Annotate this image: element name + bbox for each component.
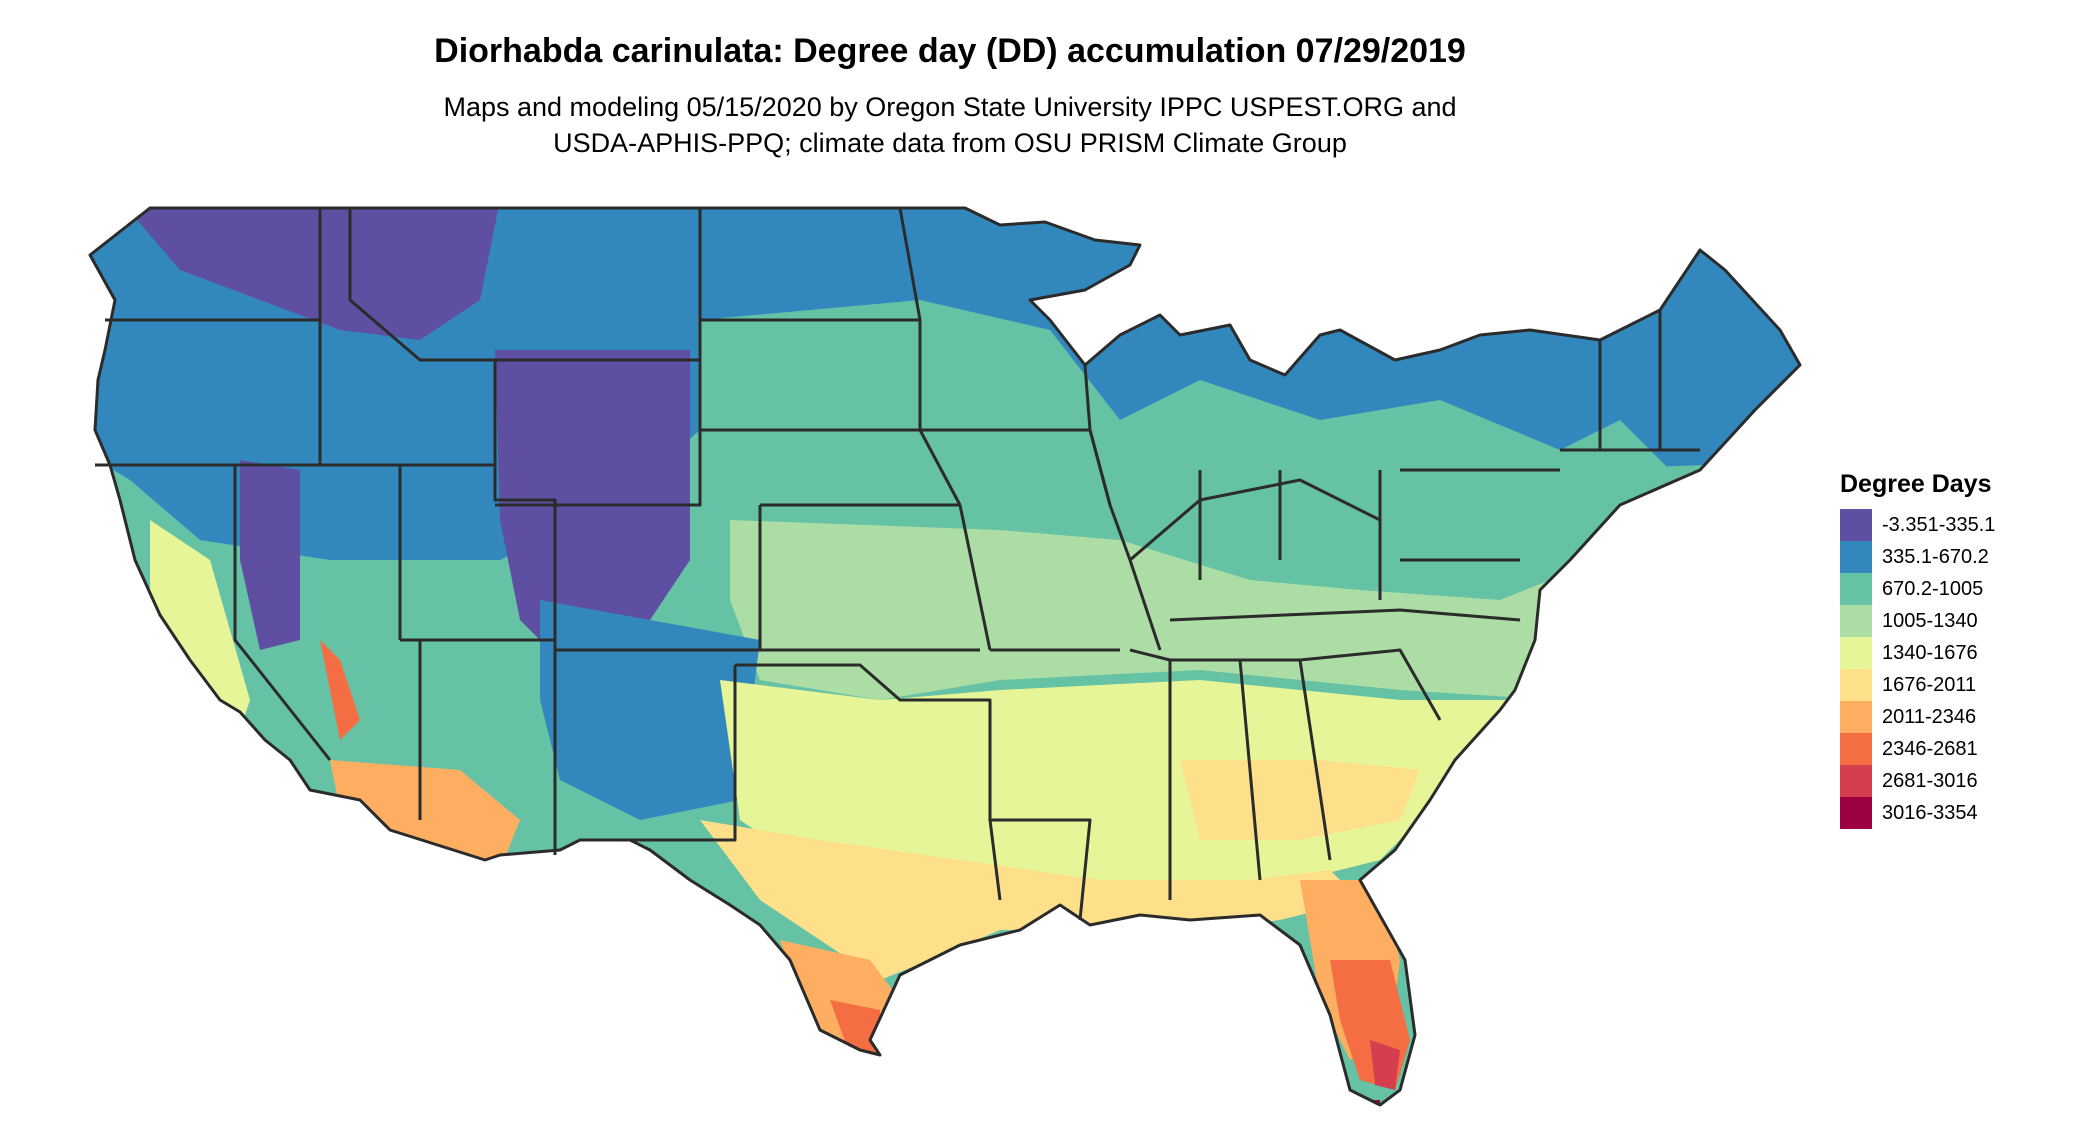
map-subtitle-line-1: Maps and modeling 05/15/2020 by Oregon S…	[443, 92, 1457, 122]
legend-label: 1005-1340	[1882, 609, 1978, 632]
zone-rio-grande-2346-2681	[830, 1000, 880, 1055]
legend-swatch	[1840, 797, 1872, 829]
legend-swatch	[1840, 605, 1872, 637]
border-tn-nc	[1169, 608, 1521, 622]
zone-south-1340-1676	[720, 680, 1560, 900]
border-nm-tx	[630, 665, 737, 842]
border-ut	[400, 463, 557, 650]
legend-swatch	[1840, 509, 1872, 541]
border-tx-ok-ar	[735, 663, 1002, 901]
legend-item: -3.351-335.1	[1840, 509, 2080, 541]
border-wi-il	[1083, 364, 1092, 431]
zone-northwest-purple	[120, 208, 500, 340]
legend-label: 2346-2681	[1882, 737, 1978, 760]
us-outline	[88, 206, 1802, 1107]
legend-title: Degree Days	[1840, 470, 1992, 498]
border-ar-la	[990, 818, 1092, 921]
zone-death-valley-2346-2681	[320, 640, 360, 740]
legend-label: 3016-3354	[1882, 801, 1978, 824]
border-ca-nv	[233, 465, 332, 761]
legend-swatch	[1840, 669, 1872, 701]
zone-arizona-desert-2011-2346	[330, 760, 520, 870]
zone-gulf-1676-2011	[700, 820, 1360, 980]
zone-sierra-purple	[240, 460, 300, 650]
legend-swatch	[1840, 701, 1872, 733]
legend-item: 670.2-1005	[1840, 573, 2080, 605]
legend-label: 1676-2011	[1882, 673, 1977, 696]
legend-item: 2011-2346	[1840, 701, 2080, 733]
legend-label: 335.1-670.2	[1882, 545, 1989, 568]
zone-southwest-highlands	[540, 600, 760, 820]
legend-item: 3016-3354	[1840, 797, 2080, 829]
legend-label: -3.351-335.1	[1882, 513, 1996, 536]
legend: Degree Days -3.351-335.1 335.1-670.2 670.2…	[1840, 470, 2080, 829]
legend-label: 1340-1676	[1882, 641, 1978, 664]
legend-item: 2346-2681	[1840, 733, 2080, 765]
border-sc	[1299, 648, 1442, 721]
zone-southeast-1676-2011	[1180, 760, 1420, 840]
border-ky-in-oh	[1129, 478, 1381, 562]
border-il-west	[1088, 429, 1162, 651]
legend-label: 2681-3016	[1882, 769, 1978, 792]
legend-swatch	[1840, 765, 1872, 797]
border-id-mt	[348, 208, 495, 362]
zone-california-valley	[150, 520, 250, 760]
border-mn-west	[898, 207, 962, 506]
map-subtitle-line-2: USDA-APHIS-PPQ; climate data from OSU PR…	[553, 128, 1347, 158]
legend-swatch	[1840, 541, 1872, 573]
legend-item: 1005-1340	[1840, 605, 2080, 637]
legend-swatch	[1840, 733, 1872, 765]
state-borders	[88, 206, 1802, 1107]
legend-label: 2011-2346	[1882, 705, 1977, 728]
legend-item: 335.1-670.2	[1840, 541, 2080, 573]
map-title: Diorhabda carinulata: Degree day (DD) ac…	[434, 32, 1466, 70]
legend-swatch	[1840, 637, 1872, 669]
legend-item: 2681-3016	[1840, 765, 2080, 797]
border-wy	[495, 358, 702, 507]
zone-keys-2681-3016	[1370, 1040, 1400, 1090]
legend-item: 1676-2011	[1840, 669, 2080, 701]
legend-items: -3.351-335.1 335.1-670.2 670.2-1005 1005-13…	[1840, 509, 2080, 829]
zone-central-1005-1340	[730, 520, 1630, 700]
legend-label: 670.2-1005	[1882, 577, 1984, 600]
legend-item: 1340-1676	[1840, 637, 2080, 669]
legend-swatch	[1840, 573, 1872, 605]
border-ks-mo	[958, 504, 992, 651]
